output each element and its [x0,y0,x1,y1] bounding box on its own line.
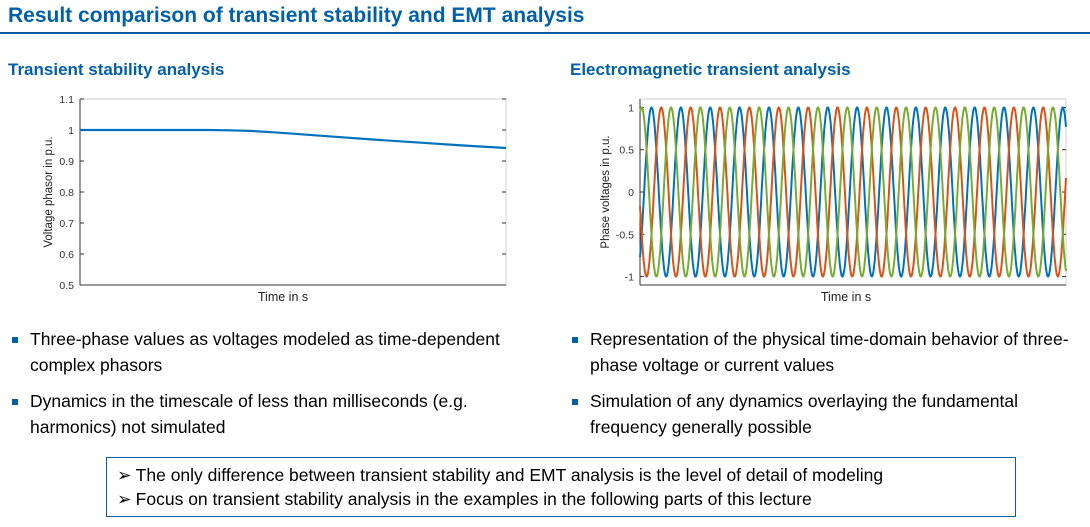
emt-xlabel: Time in s [821,290,871,304]
slide-title: Result comparison of transient stability… [8,4,585,27]
list-item: Representation of the physical time-doma… [568,326,1083,378]
right-subtitle: Electromagnetic transient analysis [570,60,851,79]
title-divider [0,32,1090,34]
ts-ytick-label: 1.1 [59,94,74,106]
emt-chart: -1 -0.5 0 0.5 1 Time in s Phase voltages in … [600,98,1067,304]
ts-ytick-label: 0.5 [59,280,74,292]
emt-series-phase-b [639,106,1067,278]
emt-ytick-label: -0.5 [616,229,634,241]
list-item: Simulation of any dynamics overlaying th… [568,388,1083,440]
ts-ytick-label: 0.6 [59,249,74,261]
bullet-square-icon [12,399,18,405]
emt-ylabel: Phase voltages in p.u. [600,135,612,248]
left-subtitle: Transient stability analysis [8,60,225,79]
summary-line: ➢ Focus on transient stability analysis i… [117,489,812,509]
ts-ylabel: Voltage phasor in p.u. [43,136,55,247]
emt-ytick-label: -1 [625,272,634,284]
arrow-bullet-icon: ➢ [117,465,132,485]
emt-ytick-label: 0.5 [619,145,634,157]
list-item: Dynamics in the timescale of less than m… [8,388,533,440]
ts-xlabel: Time in s [258,290,308,304]
transient-stability-chart: 0.5 0.6 0.7 0.8 0.9 1 1.1 Time in s Voltage ph… [43,94,507,304]
emt-ytick-label: 0 [628,187,634,199]
emt-ytick-label: 1 [628,102,634,114]
ts-series-line [80,128,507,150]
summary-line: ➢ The only difference between transient s… [117,465,884,485]
arrow-bullet-icon: ➢ [117,489,132,509]
left-bullet-list: Three-phase values as voltages modeled a… [8,326,533,450]
emt-series-phase-c [639,106,1067,278]
ts-ytick-label: 1 [68,125,74,137]
ts-plot-frame [79,98,507,286]
bullet-square-icon [572,337,578,343]
emt-series-phase-a [639,106,1067,278]
ts-ytick-label: 0.9 [59,156,74,168]
ts-ytick-label: 0.8 [59,187,74,199]
summary-box: ➢ The only difference between transient s… [106,457,1016,517]
right-bullet-list: Representation of the physical time-doma… [568,326,1083,450]
bullet-square-icon [12,337,18,343]
bullet-square-icon [572,399,578,405]
list-item: Three-phase values as voltages modeled a… [8,326,533,378]
ts-ytick-label: 0.7 [59,218,74,230]
